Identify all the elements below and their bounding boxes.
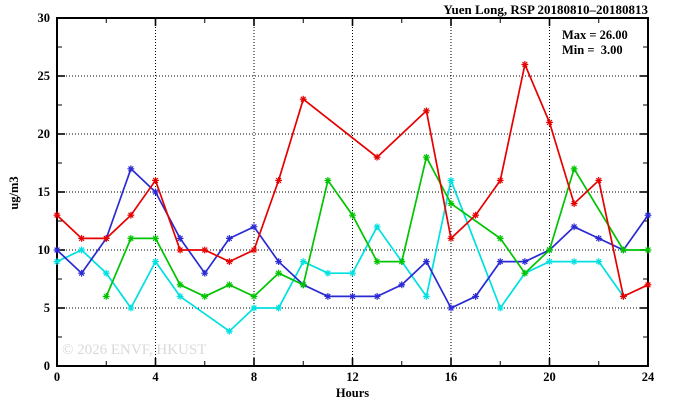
svg-text:8: 8 [251, 370, 257, 384]
svg-text:20: 20 [38, 127, 51, 141]
series-red-markers [53, 61, 652, 300]
watermark: © 2026 ENVF, HKUST [62, 342, 207, 358]
x-axis-title: Hours [335, 386, 370, 400]
svg-text:10: 10 [38, 243, 51, 257]
min-label: Min = 3.00 [562, 42, 623, 57]
y-axis-title: ug/m3 [7, 176, 21, 210]
svg-text:12: 12 [346, 370, 359, 384]
svg-text:16: 16 [445, 370, 458, 384]
svg-text:20: 20 [543, 370, 556, 384]
series-green-markers [102, 153, 652, 300]
max-min-annotation: Max = 26.00 Min = 3.00 [562, 28, 628, 57]
svg-text:15: 15 [38, 185, 51, 199]
svg-text:30: 30 [38, 11, 51, 25]
svg-text:0: 0 [54, 370, 60, 384]
svg-text:4: 4 [152, 370, 159, 384]
axis-ticks [56, 17, 649, 367]
chart-title: Yuen Long, RSP 20180810–20180813 [443, 2, 648, 17]
series-cyan-markers [53, 177, 627, 335]
svg-text:0: 0 [44, 359, 50, 373]
gridlines [57, 18, 648, 366]
series-red-line [53, 61, 652, 300]
max-label: Max = 26.00 [562, 28, 628, 42]
series-green-line [102, 153, 652, 300]
svg-text:25: 25 [38, 69, 51, 83]
svg-text:24: 24 [642, 370, 655, 384]
tick-labels: 0 4 8 12 16 20 24 0 5 10 15 20 25 30 [38, 11, 656, 384]
series-cyan-line [53, 177, 627, 335]
svg-text:5: 5 [44, 301, 50, 315]
